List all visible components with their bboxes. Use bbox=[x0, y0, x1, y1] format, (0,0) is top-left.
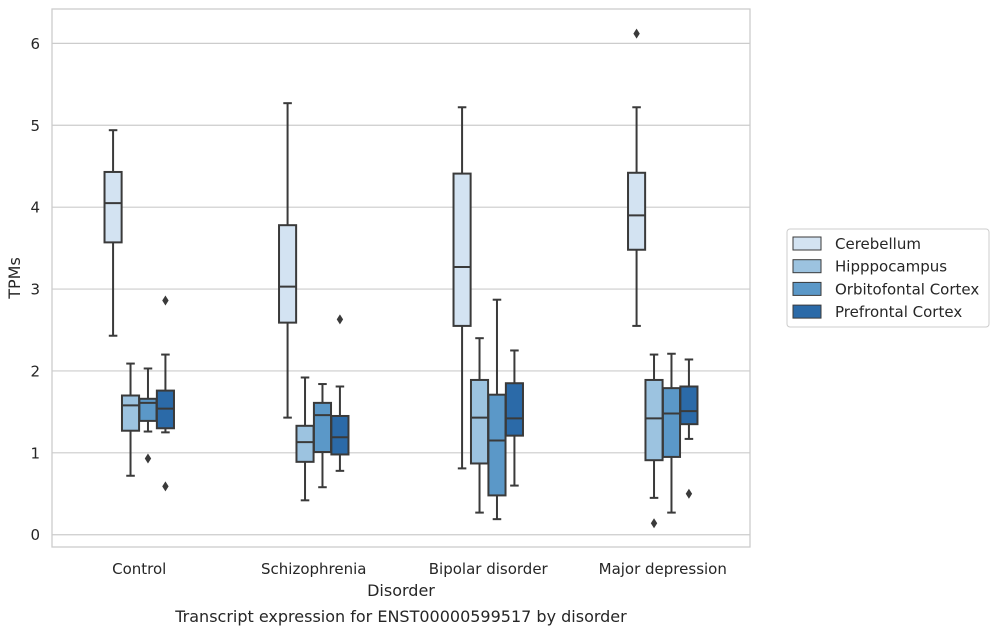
chart-caption: Transcript expression for ENST0000059951… bbox=[174, 607, 627, 626]
legend-label-3: Prefrontal Cortex bbox=[835, 303, 962, 321]
legend-swatch-2 bbox=[792, 281, 822, 296]
legend-label-0: Cerebellum bbox=[835, 235, 921, 253]
outlier-point bbox=[633, 28, 640, 39]
box-body bbox=[312, 401, 333, 454]
outlier-point bbox=[336, 314, 344, 325]
box-1-2 bbox=[469, 337, 490, 514]
box-3-2 bbox=[504, 349, 524, 487]
legend-label-1: Hipppocampus bbox=[835, 258, 947, 276]
box-1-1 bbox=[295, 376, 315, 502]
outlier-point bbox=[144, 453, 152, 464]
box-body bbox=[330, 414, 350, 456]
outlier-point bbox=[162, 481, 169, 492]
outlier-point bbox=[650, 518, 658, 529]
box-body bbox=[103, 170, 123, 244]
legend-swatch-3 bbox=[792, 304, 822, 319]
box-2-2 bbox=[487, 298, 507, 521]
box-body bbox=[487, 393, 507, 497]
y-tick-label-6: 6 bbox=[30, 35, 40, 53]
series-3 bbox=[155, 295, 699, 499]
box-0-3 bbox=[627, 28, 647, 327]
y-axis-label: TPMs bbox=[5, 257, 24, 300]
legend-swatch-0 bbox=[792, 236, 822, 251]
box-series-layer bbox=[103, 28, 699, 529]
box-body bbox=[679, 385, 699, 426]
box-body bbox=[469, 378, 490, 465]
x-tick-label-2: Bipolar disorder bbox=[429, 560, 549, 578]
box-body bbox=[452, 172, 472, 327]
box-body bbox=[120, 394, 141, 432]
x-tick-label-3: Major depression bbox=[599, 560, 727, 578]
box-body bbox=[661, 387, 682, 458]
box-3-1 bbox=[330, 314, 350, 472]
box-3-3 bbox=[679, 358, 699, 499]
box-1-3 bbox=[644, 353, 664, 529]
series-2 bbox=[138, 298, 682, 521]
box-body bbox=[295, 424, 315, 463]
series-0 bbox=[103, 28, 647, 470]
y-tick-label-1: 1 bbox=[30, 444, 40, 462]
outlier-point bbox=[685, 488, 693, 499]
legend-label-2: Orbitofontal Cortex bbox=[835, 280, 979, 298]
x-axis-label: Disorder bbox=[367, 581, 435, 600]
y-tick-label-4: 4 bbox=[30, 199, 40, 217]
y-tick-label-2: 2 bbox=[30, 362, 40, 380]
y-tick-label-3: 3 bbox=[30, 281, 40, 299]
legend-swatch-1 bbox=[792, 259, 822, 274]
legend-frame bbox=[786, 228, 990, 328]
box-body bbox=[644, 378, 664, 462]
y-tick-label-0: 0 bbox=[30, 526, 40, 544]
box-2-1 bbox=[312, 383, 333, 489]
box-0-2 bbox=[452, 106, 472, 470]
box-body bbox=[504, 382, 524, 437]
box-3-0 bbox=[155, 295, 175, 492]
box-2-0 bbox=[138, 367, 158, 464]
y-tick-label-5: 5 bbox=[30, 117, 40, 135]
y-tick-labels: 0 1 2 3 4 5 6 bbox=[30, 35, 40, 544]
box-0-1 bbox=[278, 102, 298, 419]
x-tick-label-0: Control bbox=[112, 560, 166, 578]
legend: Cerebellum Hipppocampus Orbitofontal Corte… bbox=[786, 228, 990, 328]
box-body bbox=[627, 171, 647, 251]
series-1 bbox=[120, 337, 664, 529]
box-body bbox=[278, 224, 298, 324]
grid-lines bbox=[52, 42, 750, 536]
box-0-0 bbox=[103, 129, 123, 337]
x-tick-label-1: Schizophrenia bbox=[261, 560, 366, 578]
box-2-3 bbox=[661, 352, 682, 514]
outlier-point bbox=[162, 295, 169, 306]
plot-frame bbox=[51, 8, 751, 548]
x-tick-labels: Control Schizophrenia Bipolar disorder Majo… bbox=[112, 560, 727, 578]
box-1-0 bbox=[120, 362, 141, 477]
